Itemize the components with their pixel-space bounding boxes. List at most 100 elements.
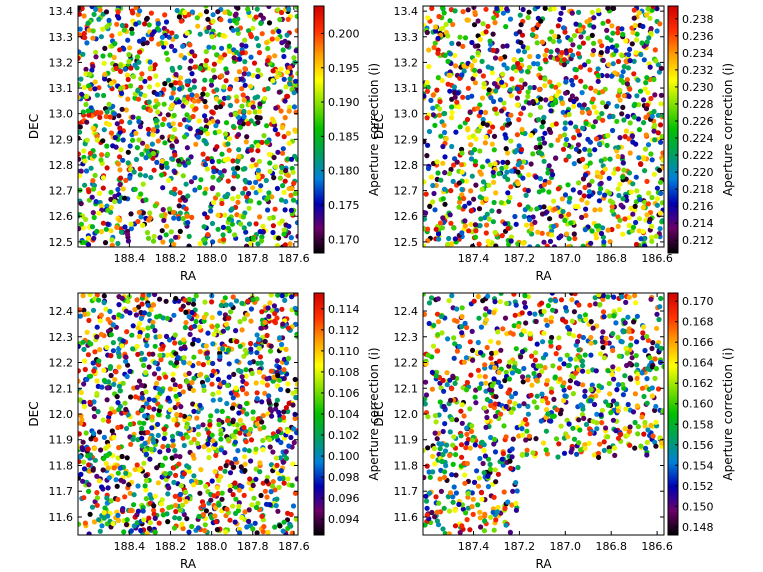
data-point xyxy=(186,296,192,302)
data-point xyxy=(435,35,441,41)
data-point xyxy=(106,475,112,481)
data-point xyxy=(103,113,109,120)
data-point xyxy=(237,343,243,349)
data-point xyxy=(494,110,500,117)
y-tick-label: 11.8 xyxy=(49,459,74,472)
data-point xyxy=(201,383,207,389)
data-point xyxy=(265,58,271,64)
data-point xyxy=(178,483,184,489)
data-point xyxy=(431,322,437,328)
data-point xyxy=(125,96,131,102)
data-point xyxy=(555,186,562,192)
data-point xyxy=(260,529,266,535)
data-point xyxy=(91,153,97,159)
data-point xyxy=(589,228,595,234)
data-point xyxy=(609,371,615,377)
data-point xyxy=(180,43,186,49)
data-point xyxy=(652,92,658,98)
data-point xyxy=(209,324,215,330)
data-point xyxy=(108,372,114,379)
data-point xyxy=(277,523,283,529)
data-point xyxy=(434,87,440,93)
data-point xyxy=(445,58,451,64)
data-point xyxy=(242,447,248,453)
data-point xyxy=(215,212,221,218)
data-point xyxy=(257,354,263,360)
data-point xyxy=(152,62,158,68)
data-point xyxy=(617,217,623,223)
data-point xyxy=(452,523,459,529)
data-point xyxy=(654,325,660,331)
data-point xyxy=(425,142,431,148)
x-tick-label: 187.6 xyxy=(278,252,310,265)
data-point xyxy=(209,372,215,378)
data-point xyxy=(578,34,584,40)
data-point xyxy=(267,215,273,221)
data-point xyxy=(235,6,241,11)
data-point xyxy=(167,386,173,392)
data-point xyxy=(596,115,602,121)
colorbar-tick-label: 0.112 xyxy=(328,324,360,337)
data-point xyxy=(136,378,143,384)
data-point xyxy=(620,69,626,75)
data-point xyxy=(93,54,99,60)
data-point xyxy=(278,108,284,114)
data-point xyxy=(288,156,295,162)
data-point xyxy=(598,158,604,164)
data-point xyxy=(604,27,610,33)
data-point xyxy=(195,424,201,430)
data-point xyxy=(619,111,625,117)
data-point xyxy=(514,86,520,92)
data-point xyxy=(459,454,465,460)
data-point xyxy=(576,347,582,353)
data-point xyxy=(86,488,92,494)
data-point xyxy=(205,16,211,22)
data-point xyxy=(155,411,162,418)
data-point xyxy=(459,162,465,168)
data-point xyxy=(117,167,123,173)
data-point xyxy=(132,186,138,192)
data-point xyxy=(134,54,141,60)
data-point xyxy=(490,31,496,37)
data-point xyxy=(295,233,298,239)
data-point xyxy=(630,29,636,36)
data-point xyxy=(649,7,655,13)
data-point xyxy=(571,309,578,315)
data-point xyxy=(178,52,184,59)
data-point xyxy=(265,529,271,535)
data-point xyxy=(438,133,444,139)
data-point xyxy=(493,350,499,356)
data-point xyxy=(633,50,639,56)
data-point xyxy=(244,400,250,407)
data-point xyxy=(509,394,515,400)
data-point xyxy=(558,213,564,219)
data-point xyxy=(219,45,225,51)
data-point xyxy=(86,189,92,195)
data-point xyxy=(244,391,250,397)
data-point xyxy=(248,458,254,464)
data-point xyxy=(227,517,233,523)
data-point xyxy=(483,306,489,312)
data-point xyxy=(484,396,490,403)
data-point xyxy=(425,15,431,21)
data-point xyxy=(477,223,483,229)
data-point xyxy=(92,86,98,92)
data-point xyxy=(235,165,241,171)
data-point xyxy=(580,156,586,162)
data-point xyxy=(186,160,192,166)
colorbar-tick-label: 0.228 xyxy=(682,98,714,111)
data-point xyxy=(287,104,293,110)
data-point xyxy=(525,45,531,51)
data-point xyxy=(654,343,660,349)
data-point xyxy=(108,353,114,359)
data-point xyxy=(513,221,519,227)
data-point xyxy=(139,395,145,401)
data-point xyxy=(294,220,298,226)
data-point xyxy=(140,41,146,47)
data-point xyxy=(623,58,629,64)
data-point xyxy=(105,465,111,471)
data-point xyxy=(191,482,197,488)
data-point xyxy=(270,479,276,485)
data-point xyxy=(428,174,434,180)
data-point xyxy=(86,83,92,89)
